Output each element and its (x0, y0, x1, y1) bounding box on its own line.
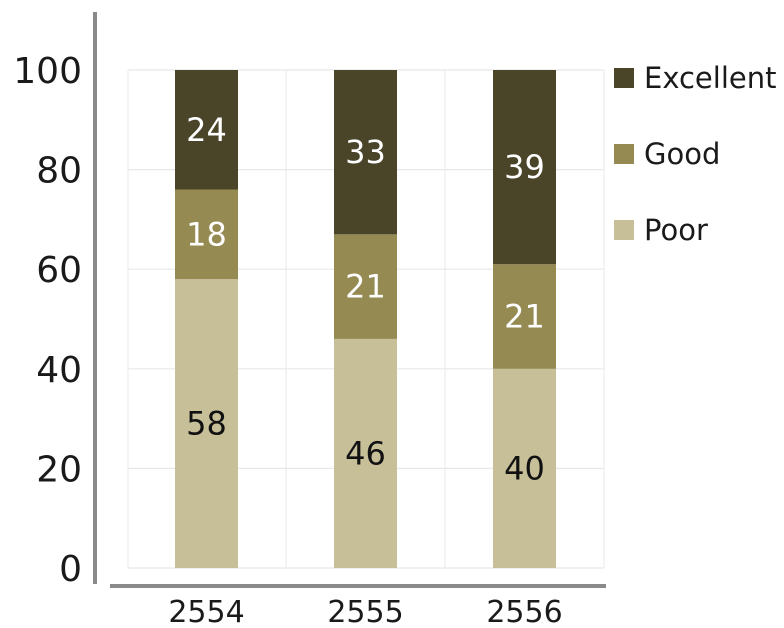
y-tick-label: 0 (59, 549, 82, 590)
data-label: 21 (345, 268, 386, 306)
x-tick-label: 2556 (486, 595, 562, 628)
data-label: 40 (504, 449, 545, 487)
x-tick-labels: 2554 2555 2556 (168, 595, 562, 628)
bar-segment-good (175, 189, 238, 280)
data-label: 24 (186, 111, 227, 149)
bar-segment-good (493, 264, 556, 369)
axes (93, 12, 606, 588)
y-tick-label: 40 (36, 350, 82, 391)
data-label: 33 (345, 133, 386, 171)
legend-label-good: Good (644, 137, 720, 171)
data-label: 21 (504, 298, 545, 336)
data-label: 39 (504, 148, 545, 186)
bar-segment-excellent (493, 70, 556, 265)
y-tick-label: 100 (13, 51, 82, 92)
data-label: 18 (186, 215, 227, 253)
legend-label-poor: Poor (644, 213, 708, 247)
x-tick-label: 2555 (327, 595, 403, 628)
bar-segment-poor (334, 338, 397, 568)
y-tick-label: 20 (36, 449, 82, 490)
data-label: 58 (186, 405, 227, 443)
bar-segment-good (334, 234, 397, 339)
y-tick-label: 60 (36, 250, 82, 291)
y-tick-labels: 0 20 40 60 80 100 (13, 51, 82, 590)
legend: Excellent Good Poor (614, 61, 776, 247)
bars: 58 18 24 46 21 33 40 21 39 (175, 70, 556, 568)
bar-segment-excellent (334, 70, 397, 235)
legend-label-excellent: Excellent (644, 61, 776, 95)
bar-segment-excellent (175, 70, 238, 190)
x-tick-label: 2554 (168, 595, 244, 628)
legend-swatch-excellent (614, 68, 634, 88)
bar-segment-poor (175, 279, 238, 568)
legend-swatch-poor (614, 220, 634, 240)
y-tick-label: 80 (36, 151, 82, 192)
bar-segment-poor (493, 368, 556, 568)
data-label: 46 (345, 434, 386, 472)
legend-swatch-good (614, 144, 634, 164)
